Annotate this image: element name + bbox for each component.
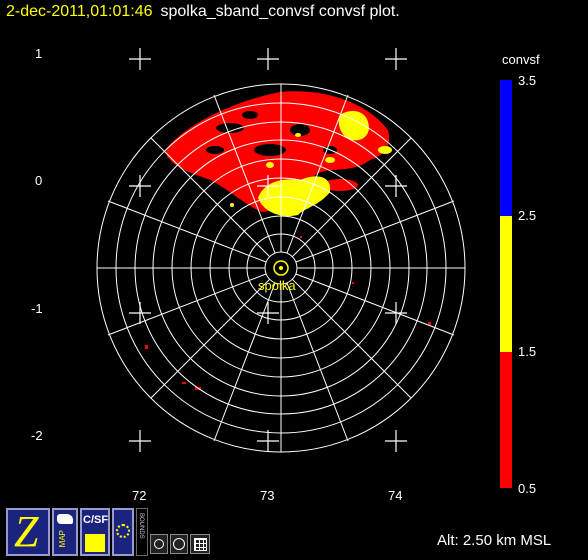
target-button[interactable] [170, 534, 188, 554]
bounds-button[interactable]: BOUNDS [136, 508, 148, 556]
csf-fill-icon [85, 534, 105, 552]
colorbar-tick: 2.5 [518, 208, 537, 223]
station-marker-icon[interactable] [273, 260, 289, 276]
map-button[interactable]: MAP [52, 508, 78, 556]
map-label: MAP [58, 530, 67, 548]
grid-icon [194, 538, 207, 551]
radar-settings-button[interactable] [112, 508, 134, 556]
plot-title-text: spolka_sband_convsf convsf plot. [160, 3, 400, 20]
csf-button[interactable]: C/SF [80, 508, 110, 556]
colorbar-tick: 3.5 [518, 73, 537, 88]
point-zoom-button[interactable] [150, 534, 168, 554]
lat-tick-label: -2 [31, 428, 43, 443]
colorbar-segment-mid [500, 216, 512, 352]
lon-tick-label: 72 [132, 488, 147, 503]
grid-button[interactable] [190, 534, 210, 554]
colorbar-segment-high [500, 80, 512, 216]
colorbar-tick: 1.5 [518, 344, 537, 359]
colorbar-title: convsf [502, 52, 540, 67]
zoom-button[interactable]: Z [6, 507, 50, 556]
plot-title: 2-dec-2011,01:01:46 spolka_sband_convsf c… [6, 3, 400, 21]
lon-tick-label: 74 [388, 488, 403, 503]
radar-wheel-icon [116, 524, 130, 538]
grid-crosses [129, 48, 407, 452]
lat-tick-label: 1 [35, 46, 43, 61]
colorbar-tick: 0.5 [518, 481, 537, 496]
csf-label: C/SF [83, 514, 109, 526]
circle-dot-icon [154, 539, 164, 549]
bounds-label: BOUNDS [138, 513, 144, 539]
zoom-label: Z [14, 507, 39, 556]
lat-tick-label: -1 [31, 301, 43, 316]
altitude-readout: Alt: 2.50 km MSL [437, 532, 552, 549]
lat-tick-label: 0 [35, 173, 43, 188]
plot-timestamp: 2-dec-2011,01:01:46 [6, 3, 153, 20]
azimuth-lines [97, 84, 465, 452]
lon-tick-label: 73 [260, 488, 275, 503]
target-icon [173, 538, 185, 550]
usa-map-icon [57, 514, 73, 524]
station-label: spolka [258, 278, 296, 293]
colorbar-segment-low [500, 352, 512, 488]
